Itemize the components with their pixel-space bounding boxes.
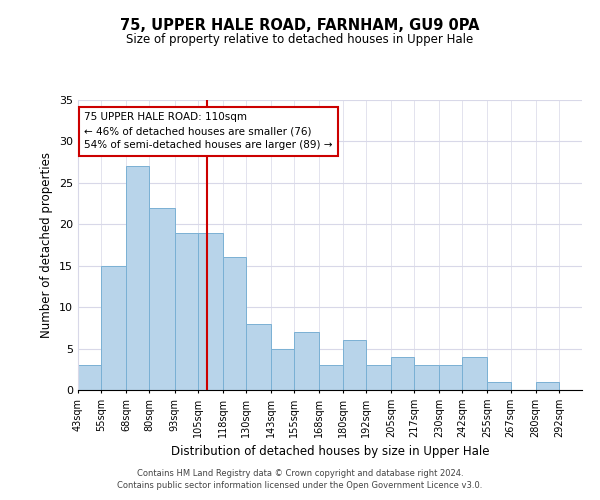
Bar (223, 258, 246, 390)
Text: 75 UPPER HALE ROAD: 110sqm
← 46% of detached houses are smaller (76)
54% of semi: 75 UPPER HALE ROAD: 110sqm ← 46% of deta… (84, 112, 332, 150)
X-axis label: Distribution of detached houses by size in Upper Hale: Distribution of detached houses by size … (171, 446, 489, 458)
Bar (319, 365, 343, 390)
Bar (78, 365, 101, 390)
Bar (343, 340, 366, 390)
Bar (126, 166, 149, 390)
Bar (414, 365, 439, 390)
Bar (246, 324, 271, 390)
Bar (439, 365, 462, 390)
Text: Contains public sector information licensed under the Open Government Licence v3: Contains public sector information licen… (118, 481, 482, 490)
Bar (149, 208, 175, 390)
Text: Size of property relative to detached houses in Upper Hale: Size of property relative to detached ho… (127, 32, 473, 46)
Bar (101, 266, 126, 390)
Bar (294, 332, 319, 390)
Bar (487, 382, 511, 390)
Bar (366, 365, 391, 390)
Text: Contains HM Land Registry data © Crown copyright and database right 2024.: Contains HM Land Registry data © Crown c… (137, 468, 463, 477)
Bar (391, 357, 414, 390)
Bar (175, 232, 198, 390)
Text: 75, UPPER HALE ROAD, FARNHAM, GU9 0PA: 75, UPPER HALE ROAD, FARNHAM, GU9 0PA (120, 18, 480, 32)
Y-axis label: Number of detached properties: Number of detached properties (40, 152, 53, 338)
Bar (198, 232, 223, 390)
Bar (462, 357, 487, 390)
Bar (271, 348, 294, 390)
Bar (536, 382, 559, 390)
